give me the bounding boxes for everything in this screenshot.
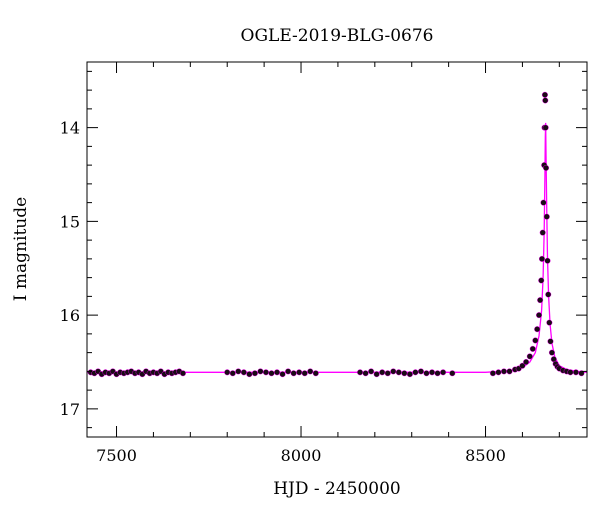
data-point <box>540 199 547 206</box>
data-point <box>523 359 530 366</box>
data-point <box>357 369 364 376</box>
data-point <box>384 370 391 377</box>
x-axis-label: HJD - 2450000 <box>273 479 401 499</box>
data-point <box>542 97 549 104</box>
data-point <box>423 370 430 377</box>
data-point <box>401 370 408 377</box>
model-curve <box>87 122 588 373</box>
data-point <box>538 255 545 262</box>
data-point <box>246 371 253 378</box>
x-tick-label: 7500 <box>96 446 137 465</box>
x-tick-label: 8000 <box>281 446 322 465</box>
data-point <box>296 369 303 376</box>
data-point <box>546 319 553 326</box>
data-point <box>532 337 539 344</box>
data-point <box>257 368 264 375</box>
data-point <box>274 369 281 376</box>
data-point <box>373 371 380 378</box>
data-point <box>544 257 551 264</box>
data-point <box>506 368 513 375</box>
data-point <box>301 370 308 377</box>
data-point <box>229 370 236 377</box>
chart-title: OGLE-2019-BLG-0676 <box>241 26 434 46</box>
y-axis-label: I magnitude <box>11 197 31 301</box>
data-point <box>406 371 413 378</box>
data-point <box>395 369 402 376</box>
data-point <box>542 124 549 131</box>
y-tick-label: 15 <box>60 212 80 231</box>
data-point <box>412 369 419 376</box>
data-point <box>500 368 507 375</box>
data-point <box>179 370 186 377</box>
data-point <box>262 369 269 376</box>
data-point <box>268 370 275 377</box>
data-point <box>548 349 555 356</box>
data-point <box>251 370 258 377</box>
data-point <box>534 326 541 333</box>
data-point <box>547 338 554 345</box>
data-point <box>526 353 533 360</box>
data-point <box>541 91 548 98</box>
data-point <box>429 369 436 376</box>
data-point <box>519 362 526 369</box>
data-point <box>240 369 247 376</box>
data-point <box>543 213 550 220</box>
data-point <box>290 370 297 377</box>
data-point <box>390 368 397 375</box>
data-point <box>235 368 242 375</box>
data-point <box>224 369 231 376</box>
data-point <box>572 369 579 376</box>
data-point <box>312 370 319 377</box>
data-point <box>536 312 543 319</box>
data-point <box>440 369 447 376</box>
data-point <box>545 291 552 298</box>
data-point <box>538 277 545 284</box>
plot-frame <box>86 61 588 438</box>
y-tick-label: 14 <box>60 119 80 138</box>
data-point <box>567 369 574 376</box>
data-point <box>449 370 456 377</box>
y-tick-label: 16 <box>60 306 80 325</box>
data-point <box>537 297 544 304</box>
axes: 7500 8000 8500 14 15 16 17 <box>60 61 588 465</box>
y-tick-label: 17 <box>60 400 80 419</box>
x-tick-label: 8500 <box>465 446 506 465</box>
data-point <box>417 368 424 375</box>
data-point <box>279 371 286 378</box>
data-point <box>539 229 546 236</box>
data-point <box>379 369 386 376</box>
data-point <box>362 370 369 377</box>
data-point <box>307 368 314 375</box>
data-point <box>543 164 550 171</box>
data-point <box>285 368 292 375</box>
data-point <box>434 370 441 377</box>
data-point <box>495 369 502 376</box>
data-point <box>489 370 496 377</box>
plot-area <box>87 91 588 378</box>
data-point <box>529 345 536 352</box>
data-point <box>368 368 375 375</box>
